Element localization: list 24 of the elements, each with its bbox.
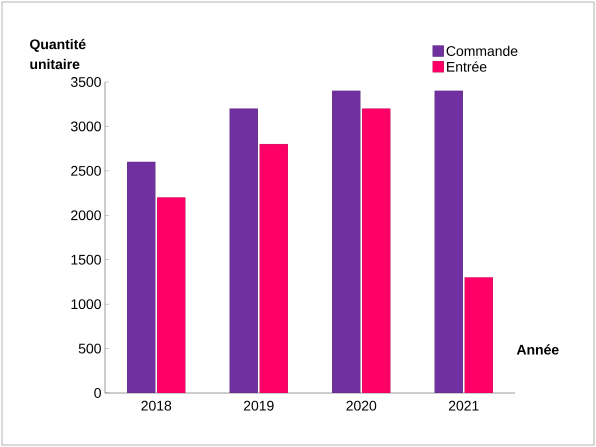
y-tick-label: 2000 (71, 210, 101, 220)
legend-label: Entrée (447, 61, 486, 72)
y-tick-label: 2500 (71, 166, 101, 176)
x-tick-label: 2021 (448, 400, 479, 411)
legend-label: Commande (446, 46, 518, 56)
y-tick-label: 1000 (72, 299, 101, 310)
x-tick-label: 2018 (141, 400, 172, 411)
y-tick-label: 3500 (70, 77, 101, 87)
bar (260, 144, 288, 393)
y-tick-label: 3000 (70, 121, 101, 132)
bar (362, 108, 390, 393)
bar (230, 108, 258, 393)
bar (127, 162, 156, 393)
x-tick-label: 2019 (244, 400, 274, 411)
y-axis-title: Quantité unitaire (30, 38, 86, 70)
y-tick-label: 500 (78, 344, 101, 354)
bar (332, 90, 360, 393)
y-tick-label: 0 (94, 388, 101, 398)
bar (464, 277, 493, 393)
x-tick-label: 2020 (346, 400, 376, 411)
bar (434, 90, 463, 393)
y-tick-label: 1500 (72, 254, 101, 265)
bar (157, 197, 186, 393)
x-axis-title: Année (516, 344, 559, 355)
